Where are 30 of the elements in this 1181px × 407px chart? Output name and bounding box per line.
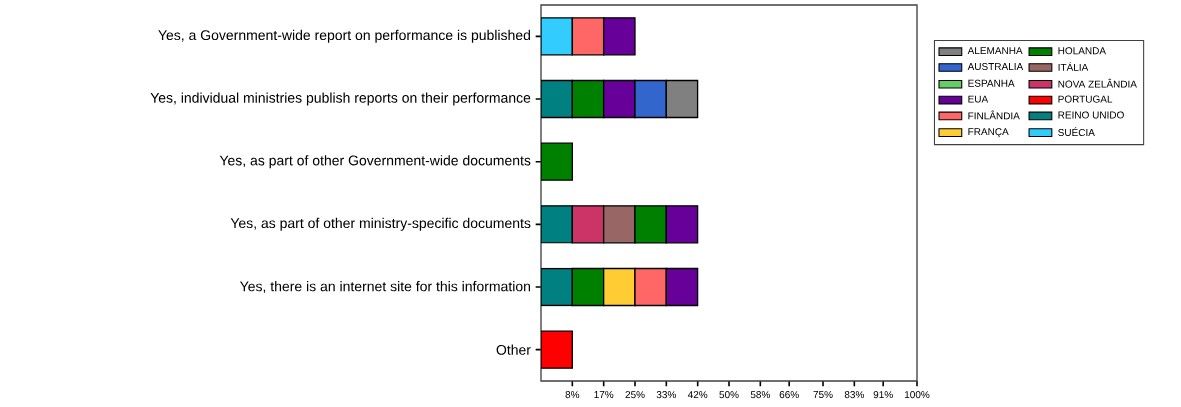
- x-tick-label: 58%: [750, 391, 770, 399]
- x-tick-label: 91%: [873, 391, 893, 399]
- legend-label: SUÉCIA: [1058, 127, 1095, 137]
- y-tick-label: Yes, there is an internet site for this information: [239, 281, 531, 293]
- x-tick-label: 33%: [656, 391, 676, 399]
- y-tick-label: Yes, as part of other ministry-specific documents: [230, 217, 531, 231]
- legend-label: ESPANHA: [968, 79, 1015, 87]
- y-tick-label: Other: [496, 344, 531, 355]
- y-tick-label: Yes, as part of other Government-wide documents: [219, 155, 531, 169]
- legend-label: AUSTRALIA: [967, 63, 1024, 71]
- x-tick-label: 83%: [844, 391, 864, 399]
- x-tick-label: 50%: [719, 391, 739, 399]
- y-tick-label: Yes, a Government-wide report on performance is published: [158, 29, 530, 43]
- legend-label: FINLÂNDIA: [968, 110, 1020, 120]
- legend-label: REINO UNIDO: [1058, 111, 1124, 119]
- legend-label: ITÁLIA: [1058, 62, 1089, 71]
- legend-label: ALEMANHA: [967, 47, 1023, 55]
- legend-label: PORTUGAL: [1058, 95, 1113, 103]
- legend-label: HOLANDA: [1058, 47, 1107, 55]
- legend-label: NOVA ZELÂNDIA: [1058, 78, 1137, 88]
- x-tick-label: 42%: [687, 391, 708, 399]
- x-tick-label: 75%: [813, 391, 833, 399]
- legend-label: FRANÇA: [968, 128, 1009, 138]
- x-tick-label: 66%: [779, 391, 799, 399]
- y-tick-label: Yes, individual ministries publish reports on their performance: [150, 92, 531, 106]
- x-tick-label: 8%: [565, 391, 580, 399]
- x-tick-label: 17%: [594, 391, 614, 399]
- x-tick-label: 100%: [904, 391, 930, 399]
- x-tick-label: 25%: [625, 391, 645, 399]
- legend-label: EUA: [968, 95, 989, 103]
